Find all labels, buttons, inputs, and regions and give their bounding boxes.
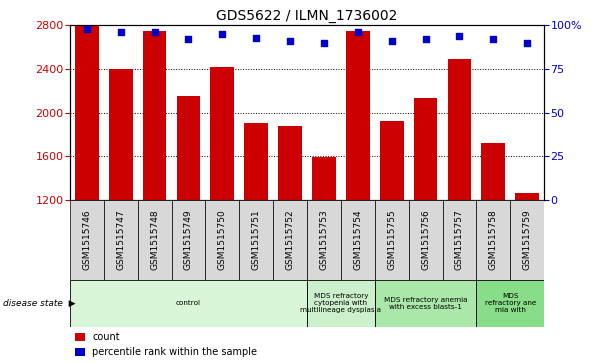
Bar [375,200,409,280]
Bar [240,200,273,280]
Bar [312,157,336,200]
Point [285,38,295,44]
Bar [137,200,171,280]
Point [455,33,465,39]
Bar [278,126,302,200]
Text: GSM1515750: GSM1515750 [218,209,227,270]
Point [150,29,159,35]
Point [421,36,430,42]
Point [522,40,532,46]
Text: GSM1515752: GSM1515752 [286,209,295,270]
Text: GSM1515759: GSM1515759 [523,209,532,270]
Bar [104,200,137,280]
Bar [341,200,375,280]
Point [116,29,126,35]
Text: GSM1515757: GSM1515757 [455,209,464,270]
Bar [210,67,234,200]
Point [82,26,92,32]
Text: GSM1515747: GSM1515747 [116,209,125,270]
Text: MDS refractory anemia
with excess blasts-1: MDS refractory anemia with excess blasts… [384,297,468,310]
Bar [482,143,505,200]
Bar [516,193,539,200]
Bar [413,98,437,200]
Bar [409,200,443,280]
Point [353,29,363,35]
Bar [477,280,544,327]
Bar [70,280,307,327]
Text: GSM1515748: GSM1515748 [150,209,159,270]
Bar [75,25,98,200]
Bar [443,200,477,280]
Point [387,38,396,44]
Bar [380,121,404,200]
Bar [244,123,268,200]
Point [319,40,329,46]
Bar [447,59,471,200]
Text: GSM1515749: GSM1515749 [184,209,193,270]
Bar [346,31,370,200]
Text: control: control [176,300,201,306]
Point [218,31,227,37]
Text: disease state  ▶: disease state ▶ [3,299,75,307]
Bar [206,200,240,280]
Text: GSM1515753: GSM1515753 [319,209,328,270]
Text: GSM1515746: GSM1515746 [82,209,91,270]
Text: MDS refractory
cytopenia with
multilineage dysplasia: MDS refractory cytopenia with multilinea… [300,293,381,313]
Bar [477,200,510,280]
Bar [176,96,200,200]
Point [251,35,261,41]
Text: MDS
refractory ane
mia with: MDS refractory ane mia with [485,293,536,313]
Bar [510,200,544,280]
Text: GSM1515751: GSM1515751 [252,209,261,270]
Bar [109,69,133,200]
Text: GSM1515755: GSM1515755 [387,209,396,270]
Bar [143,31,167,200]
Bar [273,200,307,280]
Bar [70,200,104,280]
Legend: count, percentile rank within the sample: count, percentile rank within the sample [75,333,257,357]
Point [184,36,193,42]
Bar [307,280,375,327]
Bar [171,200,206,280]
Point [488,36,498,42]
Bar [307,200,341,280]
Text: GSM1515754: GSM1515754 [353,209,362,270]
Text: GSM1515758: GSM1515758 [489,209,498,270]
Title: GDS5622 / ILMN_1736002: GDS5622 / ILMN_1736002 [216,9,398,23]
Bar [375,280,477,327]
Text: GSM1515756: GSM1515756 [421,209,430,270]
